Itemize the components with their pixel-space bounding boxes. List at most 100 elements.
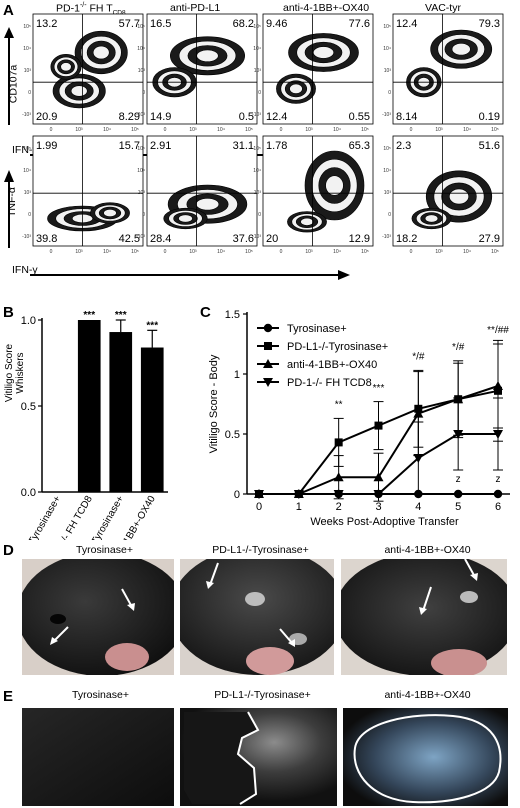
panel-e-photo-2 xyxy=(180,708,337,806)
flow-xtick-label: 10⁵ xyxy=(361,127,369,133)
flow-ytick-label: -10³ xyxy=(252,112,261,118)
panel-d-label-2: PD-L1-/-Tyrosinase+ xyxy=(212,544,309,556)
bar xyxy=(77,320,101,492)
bar-ytick-label: 1.0 xyxy=(21,315,36,327)
flow-xtick-label: 10⁴ xyxy=(463,127,471,133)
panel-e-label-3: anti-4-1BB+-OX40 xyxy=(384,689,471,701)
panel-b-letter: B xyxy=(3,304,14,321)
legend-label: PD-L1-/-Tyrosinase+ xyxy=(287,341,388,353)
flow-xtick-label: 0 xyxy=(50,127,53,133)
flow-contour-2-1 xyxy=(103,209,117,218)
flow-xtick-label: 10³ xyxy=(75,127,83,133)
flow-contour-1-1 xyxy=(448,188,469,205)
flow-ytick-label: 10⁴ xyxy=(137,168,145,174)
flow-quadrant-lr: 42.5 xyxy=(119,233,140,245)
panel-a-row1-xlabel: IFN-γ xyxy=(12,144,38,156)
flow-ytick-label: -10³ xyxy=(22,112,31,118)
flow-quadrant-lr: 27.9 xyxy=(479,233,500,245)
flow-quadrant-ul: 12.4 xyxy=(396,18,417,30)
flow-quadrant-ll: 14.9 xyxy=(150,111,171,123)
flow-quadrant-ul: 1.99 xyxy=(36,140,57,152)
flow-quadrant-lr: 0.5 xyxy=(239,111,254,123)
line-significance: */# xyxy=(452,342,465,353)
flow-contour-2-1 xyxy=(289,83,303,94)
flow-xtick-label: 10⁴ xyxy=(217,249,225,255)
flow-contour-2-1 xyxy=(424,214,439,223)
flow-quadrant-lr: 0.19 xyxy=(479,111,500,123)
flow-ytick-label: 10⁵ xyxy=(23,24,31,30)
flow-xtick-label: 10³ xyxy=(305,249,313,255)
flow-xtick-label: 0 xyxy=(280,249,283,255)
flow-ytick-label: -10³ xyxy=(252,234,261,240)
flow-contour-2-1 xyxy=(300,217,314,226)
flow-ytick-label: 0 xyxy=(258,90,261,96)
flow-plot-row1-2: 16.5 68.2 14.9 0.5 10⁵ 10⁴ 10³ 0 -10³ 0 10³ 10⁴ 10⁵ xyxy=(136,13,258,133)
marker-square xyxy=(334,438,343,447)
marker-circle xyxy=(263,323,273,333)
flow-ytick-label: 0 xyxy=(142,212,145,218)
legend-item-4: PD-1-/- FH TCD8 xyxy=(257,377,372,389)
flow-contour-2-1 xyxy=(178,214,193,223)
panel-a-col2-title: anti-PD-L1 xyxy=(170,2,221,14)
panel-d-letter: D xyxy=(3,542,14,559)
flow-ytick-label: 10⁴ xyxy=(137,46,145,52)
flow-ytick-label: -10³ xyxy=(136,112,145,118)
panel-e-photo-3 xyxy=(343,708,508,806)
flow-plot-row1-3: 9.46 77.6 12.4 0.55 10⁵ 10⁴ 10³ 0 -10³ 0 10³ 10⁴ 10⁵ xyxy=(252,13,374,133)
flow-xtick-label: 10⁴ xyxy=(333,127,341,133)
panel-c-line-chart: 0 0.5 1 1.5 0 1 2 3 4 5 6 Weeks Post-Adoptive Trans… xyxy=(208,309,510,528)
flow-ytick-label: -10³ xyxy=(22,234,31,240)
flow-quadrant-ul: 9.46 xyxy=(266,18,287,30)
flow-ytick-label: 0 xyxy=(258,212,261,218)
flow-ytick-label: 10³ xyxy=(138,68,146,74)
bar-category-label: Tyrosinase+ xyxy=(27,494,64,540)
flow-ytick-label: 10³ xyxy=(24,190,32,196)
flow-ytick-label: 0 xyxy=(388,90,391,96)
flow-ytick-label: 10⁵ xyxy=(137,146,145,152)
legend-item-1: Tyrosinase+ xyxy=(257,323,347,335)
flow-xtick-label: 10³ xyxy=(189,249,197,255)
marker-triangle-down xyxy=(333,490,344,499)
flow-quadrant-ul: 2.91 xyxy=(150,140,171,152)
flow-quadrant-ll: 18.2 xyxy=(396,233,417,245)
legend-label: PD-1-/- FH TCD8 xyxy=(287,377,372,389)
flow-xtick-label: 0 xyxy=(164,249,167,255)
panel-b-ylabel: Vitiligo Score Whiskers xyxy=(4,343,27,403)
panel-d-label-3: anti-4-1BB+-OX40 xyxy=(384,544,471,556)
flow-xtick-label: 0 xyxy=(50,249,53,255)
flow-ytick-label: -10³ xyxy=(382,112,391,118)
flow-quadrant-ll: 12.4 xyxy=(266,111,287,123)
flow-ytick-label: -10³ xyxy=(136,234,145,240)
line-xtick-label: 2 xyxy=(336,501,342,513)
marker-square xyxy=(374,421,383,430)
line-ytick-label: 1.5 xyxy=(225,309,240,321)
flow-xtick-label: 10³ xyxy=(435,127,443,133)
line-ytick-label: 0 xyxy=(234,489,240,501)
line-z-label: z xyxy=(496,474,501,485)
line-xtick-label: 4 xyxy=(415,501,421,513)
marker-triangle-up xyxy=(333,472,344,482)
flow-xtick-label: 0 xyxy=(280,127,283,133)
flow-quadrant-ur: 77.6 xyxy=(349,18,370,30)
marker-triangle-up xyxy=(413,408,424,418)
flow-xtick-label: 10⁵ xyxy=(245,249,253,255)
flow-xtick-label: 10³ xyxy=(435,249,443,255)
flow-xtick-label: 10⁴ xyxy=(333,249,341,255)
panel-a-row2-ylabel: TNF-α xyxy=(5,187,18,217)
flow-quadrant-ll: 8.14 xyxy=(396,111,417,123)
panel-a-letter: A xyxy=(3,2,14,19)
line-xtick-label: 3 xyxy=(375,501,381,513)
legend-item-3: anti-4-1BB+-OX40 xyxy=(257,359,377,371)
flow-contour-1-1 xyxy=(325,175,344,196)
flow-xtick-label: 10⁵ xyxy=(491,249,499,255)
flow-quadrant-ul: 2.3 xyxy=(396,140,411,152)
flow-xtick-label: 10⁵ xyxy=(245,127,253,133)
bar xyxy=(109,332,133,492)
line-ytick-label: 1 xyxy=(234,369,240,381)
panel-e-letter: E xyxy=(3,688,14,705)
marker-triangle-down xyxy=(413,454,424,463)
flow-xtick-label: 10⁵ xyxy=(361,249,369,255)
flow-xtick-label: 0 xyxy=(164,127,167,133)
line-significance: */# xyxy=(412,352,425,363)
